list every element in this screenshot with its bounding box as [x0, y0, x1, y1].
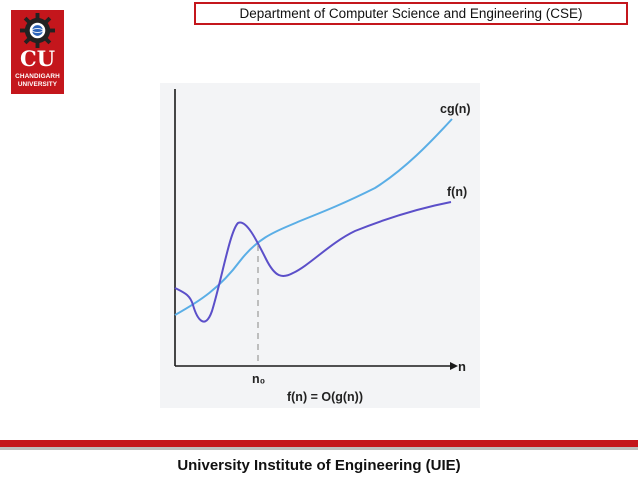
institute-name: University Institute of Engineering (UIE… [177, 457, 461, 474]
cg-curve [174, 118, 453, 316]
x-axis-arrow-icon [450, 362, 458, 370]
department-title: Department of Computer Science and Engin… [194, 2, 628, 25]
logo-university-name: CHANDIGARH UNIVERSITY [11, 73, 64, 89]
cg-curve-label: cg(n) [440, 102, 471, 116]
n0-label: n₀ [252, 372, 265, 386]
big-o-diagram: cg(n) f(n) n n₀ f(n) = O(g(n)) [174, 89, 471, 404]
f-curve [174, 201, 452, 323]
logo-name-line1: CHANDIGARH [15, 73, 60, 80]
logo-initials: CU [19, 46, 56, 71]
x-axis-label: n [458, 359, 466, 374]
university-logo: CU CHANDIGARH UNIVERSITY [11, 10, 64, 94]
logo-name-line2: UNIVERSITY [17, 81, 58, 88]
figure-caption: f(n) = O(g(n)) [287, 390, 363, 404]
footer-divider-grey [0, 447, 638, 450]
f-curve-label: f(n) [447, 185, 467, 199]
big-o-figure: cg(n) f(n) n n₀ f(n) = O(g(n)) [160, 83, 480, 408]
footer-divider-red [0, 440, 638, 447]
gear-emblem-icon [20, 13, 55, 48]
